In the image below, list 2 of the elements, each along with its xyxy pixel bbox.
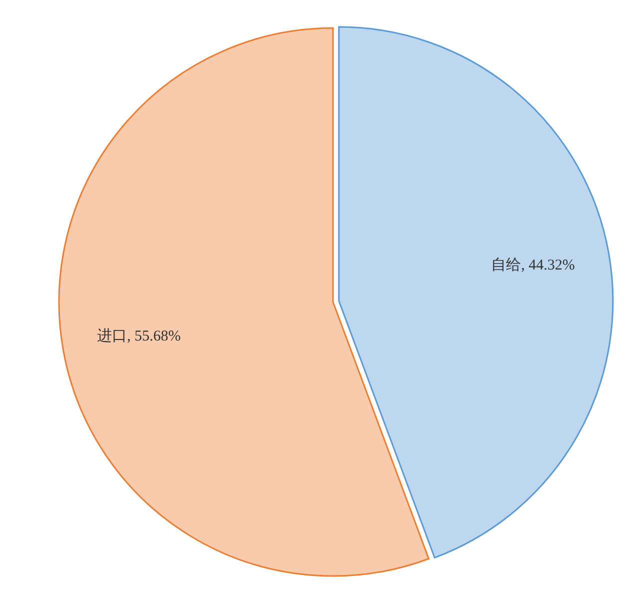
slice-label: 自给, 44.32%: [491, 256, 575, 274]
slice-label: 进口, 55.68%: [96, 327, 181, 344]
